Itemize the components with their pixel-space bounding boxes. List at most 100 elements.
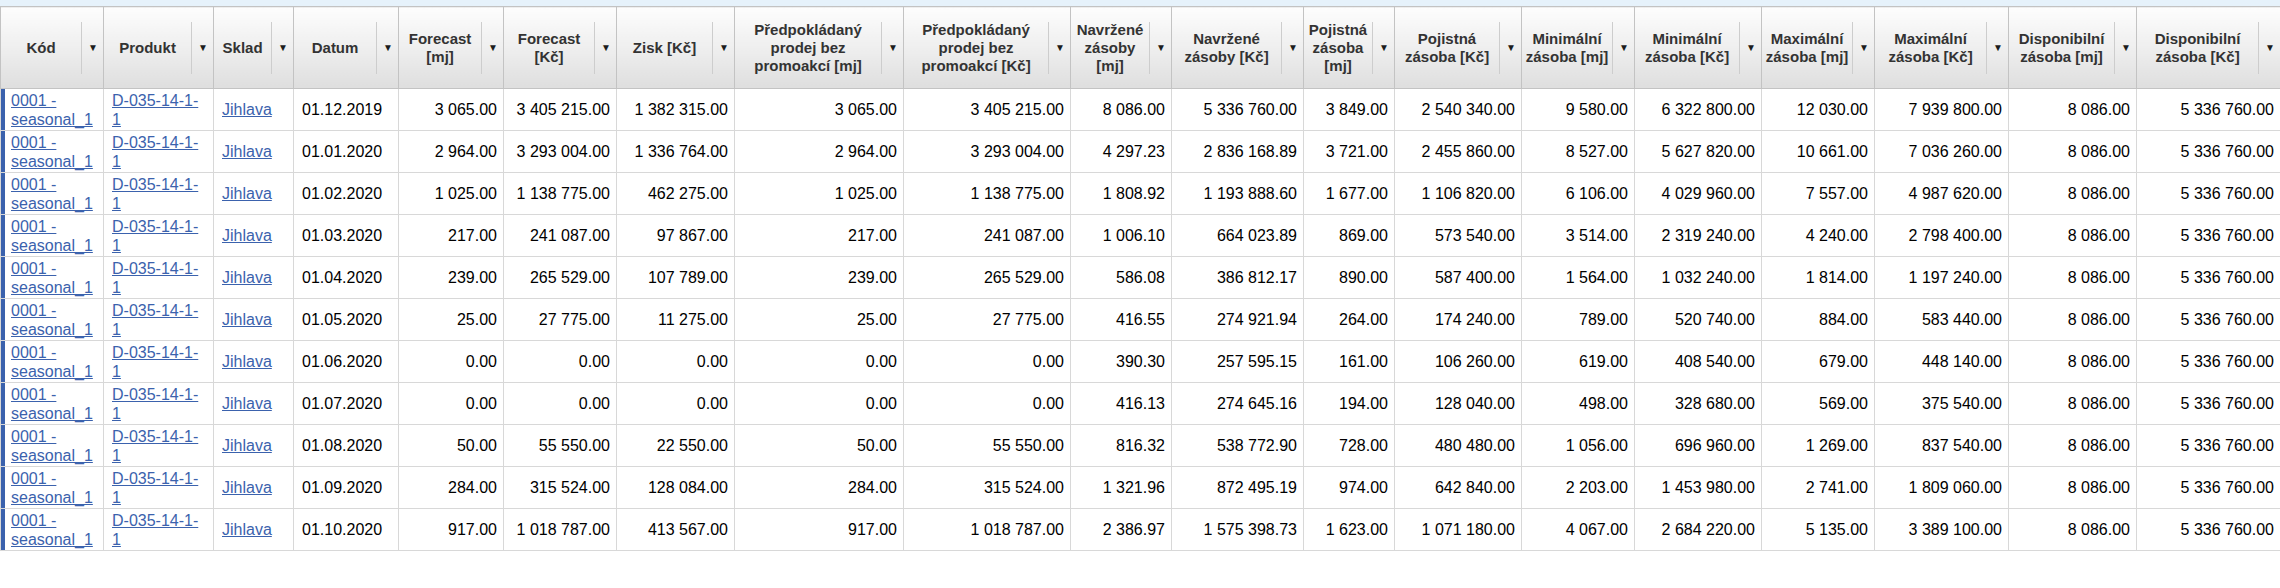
filter-button[interactable]: ▼: [1852, 22, 1874, 74]
filter-button[interactable]: ▼: [1149, 22, 1171, 74]
column-header-12[interactable]: Pojistná zásoba [mj]▼: [1304, 7, 1395, 89]
value-cell: 1 071 180.00: [1395, 509, 1522, 551]
row-accent-bar: [1, 173, 5, 214]
column-header-5[interactable]: Forecast [mj]▼: [399, 7, 504, 89]
filter-button[interactable]: ▼: [191, 22, 213, 74]
column-header-label: Maximální zásoba [mj]: [1762, 28, 1852, 68]
column-header-6[interactable]: Forecast [Kč]▼: [504, 7, 617, 89]
kod-link[interactable]: 0001 - seasonal_1: [11, 134, 93, 170]
value-cell: 11 275.00: [617, 299, 735, 341]
column-header-16[interactable]: Maximální zásoba [mj]▼: [1762, 7, 1875, 89]
sklad-link[interactable]: Jihlava: [222, 395, 272, 412]
produkt-cell: D-035-14-1-1: [104, 509, 214, 551]
filter-button[interactable]: ▼: [1048, 22, 1070, 74]
filter-button[interactable]: ▼: [594, 22, 616, 74]
value-cell: 3 405 215.00: [504, 89, 617, 131]
produkt-link[interactable]: D-035-14-1-1: [112, 344, 198, 380]
sklad-link[interactable]: Jihlava: [222, 311, 272, 328]
filter-button[interactable]: ▼: [881, 22, 903, 74]
value-cell: 265 529.00: [904, 257, 1071, 299]
produkt-link[interactable]: D-035-14-1-1: [112, 428, 198, 464]
value-cell: 5 336 760.00: [2137, 131, 2280, 173]
kod-link[interactable]: 0001 - seasonal_1: [11, 218, 93, 254]
sklad-link[interactable]: Jihlava: [222, 185, 272, 202]
column-header-4[interactable]: Datum▼: [294, 7, 399, 89]
datum-cell: 01.04.2020: [294, 257, 399, 299]
value-cell: 8 086.00: [2009, 509, 2137, 551]
value-cell: 6 106.00: [1522, 173, 1635, 215]
value-cell: 265 529.00: [504, 257, 617, 299]
filter-button[interactable]: ▼: [376, 22, 398, 74]
filter-button[interactable]: ▼: [1499, 22, 1521, 74]
value-cell: 728.00: [1304, 425, 1395, 467]
produkt-link[interactable]: D-035-14-1-1: [112, 470, 198, 506]
value-cell: 274 645.16: [1172, 383, 1304, 425]
filter-dropdown-icon: ▼: [383, 39, 393, 57]
filter-button[interactable]: ▼: [1986, 22, 2008, 74]
column-header-15[interactable]: Minimální zásoba [Kč]▼: [1635, 7, 1762, 89]
column-header-1[interactable]: Kód▼: [1, 7, 104, 89]
kod-link[interactable]: 0001 - seasonal_1: [11, 428, 93, 464]
column-header-10[interactable]: Navržené zásoby [mj]▼: [1071, 7, 1172, 89]
row-accent-bar: [1, 131, 5, 172]
filter-dropdown-icon: ▼: [888, 39, 898, 57]
produkt-link[interactable]: D-035-14-1-1: [112, 260, 198, 296]
produkt-link[interactable]: D-035-14-1-1: [112, 386, 198, 422]
kod-link[interactable]: 0001 - seasonal_1: [11, 302, 93, 338]
produkt-link[interactable]: D-035-14-1-1: [112, 176, 198, 212]
filter-button[interactable]: ▼: [481, 22, 503, 74]
value-cell: 2 386.97: [1071, 509, 1172, 551]
table-row: 0001 - seasonal_1D-035-14-1-1Jihlava01.0…: [1, 215, 2280, 257]
value-cell: 0.00: [735, 341, 904, 383]
kod-link[interactable]: 0001 - seasonal_1: [11, 260, 93, 296]
filter-button[interactable]: ▼: [81, 22, 103, 74]
filter-button[interactable]: ▼: [2258, 22, 2280, 74]
filter-button[interactable]: ▼: [712, 22, 734, 74]
value-cell: 3 065.00: [399, 89, 504, 131]
filter-button[interactable]: ▼: [271, 22, 293, 74]
filter-button[interactable]: ▼: [1612, 22, 1634, 74]
column-header-8[interactable]: Předpokládaný prodej bez promoakcí [mj] ▼: [735, 7, 904, 89]
sklad-link[interactable]: Jihlava: [222, 143, 272, 160]
filter-button[interactable]: ▼: [1739, 22, 1761, 74]
sklad-link[interactable]: Jihlava: [222, 437, 272, 454]
column-header-11[interactable]: Navržené zásoby [Kč]▼: [1172, 7, 1304, 89]
value-cell: 586.08: [1071, 257, 1172, 299]
column-header-9[interactable]: Předpokládaný prodej bez promoakcí [Kč]▼: [904, 7, 1071, 89]
filter-button[interactable]: ▼: [1372, 22, 1394, 74]
kod-link[interactable]: 0001 - seasonal_1: [11, 176, 93, 212]
filter-button[interactable]: ▼: [2114, 22, 2136, 74]
sklad-link[interactable]: Jihlava: [222, 269, 272, 286]
produkt-link[interactable]: D-035-14-1-1: [112, 302, 198, 338]
filter-dropdown-icon: ▼: [1746, 39, 1756, 57]
column-header-13[interactable]: Pojistná zásoba [Kč]▼: [1395, 7, 1522, 89]
column-header-2[interactable]: Produkt▼: [104, 7, 214, 89]
column-header-18[interactable]: Disponibilní zásoba [mj]▼: [2009, 7, 2137, 89]
sklad-link[interactable]: Jihlava: [222, 353, 272, 370]
column-header-14[interactable]: Minimální zásoba [mj]▼: [1522, 7, 1635, 89]
produkt-cell: D-035-14-1-1: [104, 299, 214, 341]
produkt-link[interactable]: D-035-14-1-1: [112, 512, 198, 548]
column-header-7[interactable]: Zisk [Kč]▼: [617, 7, 735, 89]
sklad-cell: Jihlava: [214, 341, 294, 383]
value-cell: 3 405 215.00: [904, 89, 1071, 131]
kod-link[interactable]: 0001 - seasonal_1: [11, 92, 93, 128]
produkt-link[interactable]: D-035-14-1-1: [112, 92, 198, 128]
sklad-link[interactable]: Jihlava: [222, 479, 272, 496]
filter-button[interactable]: ▼: [1281, 22, 1303, 74]
sklad-link[interactable]: Jihlava: [222, 521, 272, 538]
sklad-link[interactable]: Jihlava: [222, 101, 272, 118]
value-cell: 3 389 100.00: [1875, 509, 2009, 551]
kod-link[interactable]: 0001 - seasonal_1: [11, 344, 93, 380]
kod-link[interactable]: 0001 - seasonal_1: [11, 512, 93, 548]
column-header-3[interactable]: Sklad▼: [214, 7, 294, 89]
kod-link[interactable]: 0001 - seasonal_1: [11, 386, 93, 422]
column-header-17[interactable]: Maximální zásoba [Kč]▼: [1875, 7, 2009, 89]
sklad-link[interactable]: Jihlava: [222, 227, 272, 244]
column-header-label: Předpokládaný prodej bez promoakcí [mj]: [735, 19, 881, 77]
value-cell: 5 336 760.00: [2137, 425, 2280, 467]
produkt-link[interactable]: D-035-14-1-1: [112, 134, 198, 170]
kod-link[interactable]: 0001 - seasonal_1: [11, 470, 93, 506]
column-header-19[interactable]: Disponibilní zásoba [Kč]▼: [2137, 7, 2280, 89]
produkt-link[interactable]: D-035-14-1-1: [112, 218, 198, 254]
